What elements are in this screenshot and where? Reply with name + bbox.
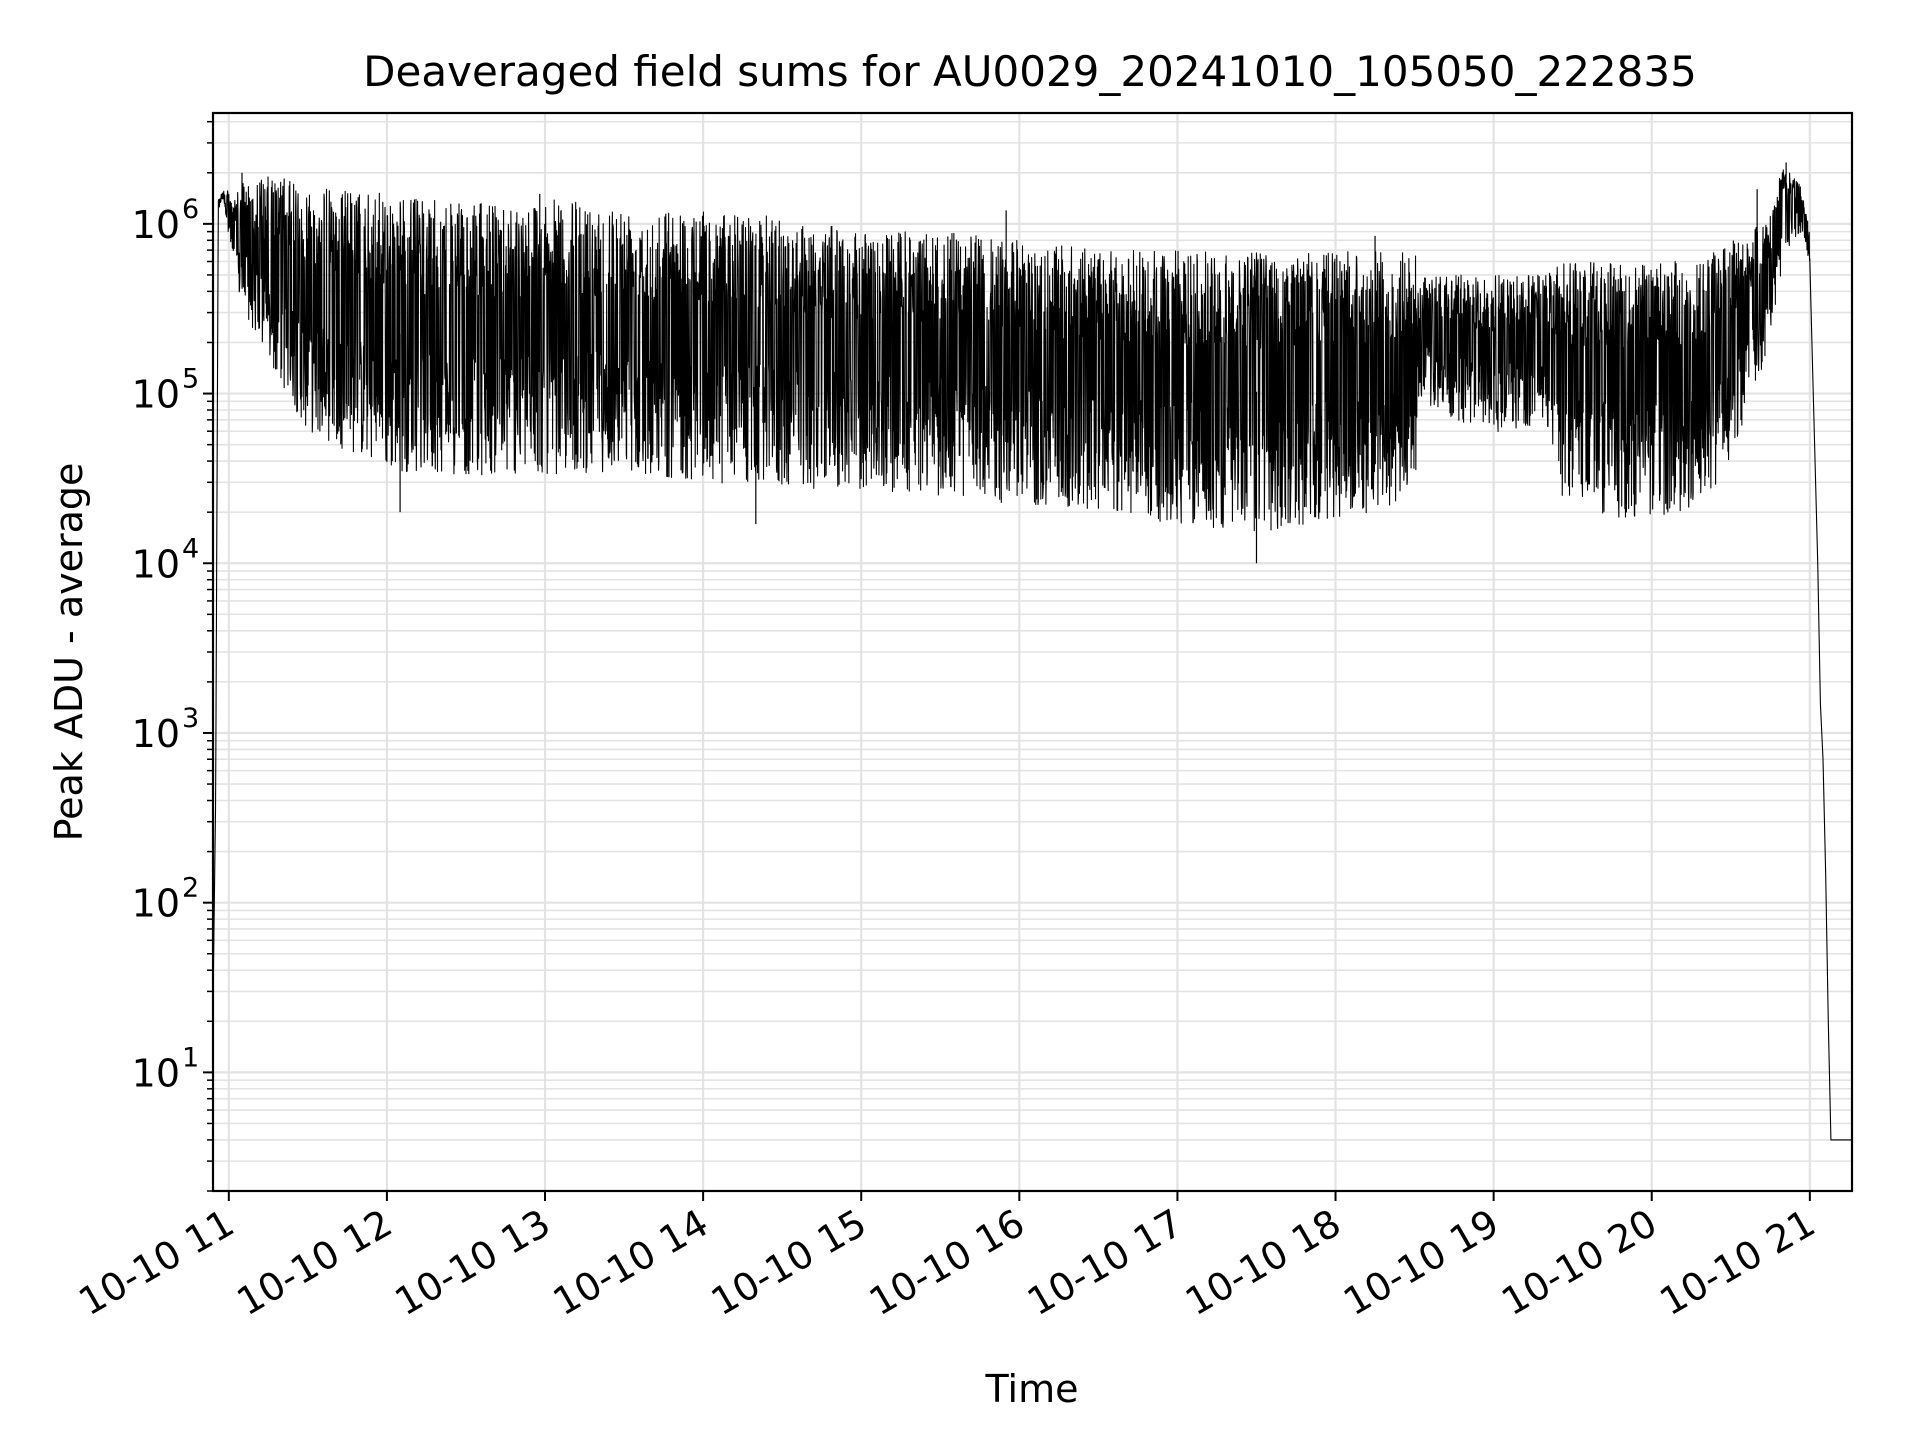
y-tick-base: 10	[132, 542, 180, 586]
y-tick-label: 10 6	[132, 194, 200, 247]
y-tick-label: 10 2	[132, 873, 200, 926]
y-tick-label: 10 1	[132, 1042, 200, 1095]
series-layer	[212, 162, 1852, 1141]
series-line	[212, 169, 1852, 1141]
y-tick-exponent: 6	[182, 194, 199, 225]
y-tick-base: 10	[132, 373, 180, 417]
y-tick-label: 10 3	[132, 703, 200, 756]
y-tick-exponent: 5	[182, 364, 199, 395]
y-tick-label: 10 5	[132, 364, 200, 417]
y-tick-base: 10	[132, 882, 180, 926]
chart-title: Deaveraged field sums for AU0029_2024101…	[363, 47, 1697, 96]
y-tick-exponent: 3	[182, 703, 199, 734]
y-tick-exponent: 1	[182, 1042, 199, 1073]
y-tick-exponent: 2	[182, 873, 199, 904]
y-tick-base: 10	[132, 203, 180, 247]
y-tick-label: 10 4	[132, 533, 200, 586]
y-tick-exponent: 4	[182, 533, 199, 564]
x-axis-label: Time	[985, 1367, 1079, 1411]
y-axis-label: Peak ADU - average	[47, 463, 91, 842]
y-tick-base: 10	[132, 1051, 180, 1095]
y-tick-base: 10	[132, 712, 180, 756]
